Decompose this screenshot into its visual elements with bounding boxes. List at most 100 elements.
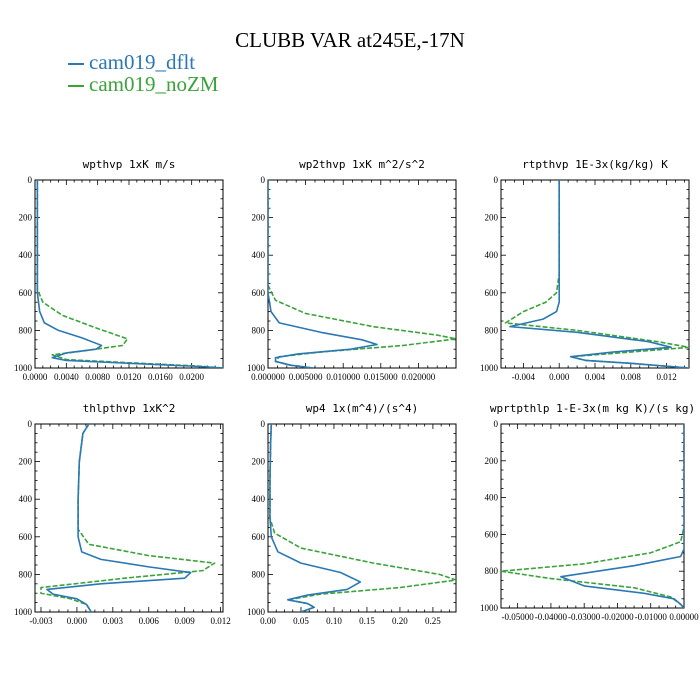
y-tick-label: 600 [19,288,33,298]
plot-frame [34,179,224,369]
panel-title: thlpthvp 1xK^2 [83,402,176,415]
x-tick-label: 0.10 [326,616,342,626]
y-tick-label: 0 [261,175,266,185]
y-tick-label: 600 [485,288,499,298]
panel-1: wpthvp 1xK m/s 0 200 400 600 800 10000.0000 0.0… [14,158,224,382]
series-line-nozm [40,424,216,612]
plot-frame [500,179,690,369]
panel-4: thlpthvp 1xK^2 0 200 400 600 800 1000-0.003 0.0… [14,402,231,626]
plot-frame [267,423,457,613]
x-tick-label: 0.006 [139,616,160,626]
x-tick-label: 0.005000 [289,372,323,382]
x-tick-label: 0.0040 [54,372,79,382]
y-tick-label: 800 [19,325,33,335]
panel-title: wpthvp 1xK m/s [83,158,176,171]
series-line-dflt [36,180,223,368]
y-tick-label: 1000 [247,363,266,373]
panel-title: rtpthvp 1E-3x(kg/kg) K [522,158,668,171]
y-tick-label: 1000 [480,603,499,613]
page-title: CLUBB VAR at245E,-17N [235,28,465,52]
y-tick-label: 1000 [247,607,266,617]
x-tick-label: 0.15 [359,616,375,626]
y-tick-label: 600 [252,532,266,542]
y-tick-label: 600 [19,532,33,542]
x-tick-label: 0.003 [103,616,124,626]
panel-6: wprtpthlp 1-E-3x(m kg K)/(s kg) 0 200 400 60… [480,402,699,622]
x-tick-label: 0.20 [392,616,408,626]
y-tick-label: 400 [19,250,33,260]
x-tick-label: 0.0080 [85,372,110,382]
y-tick-label: 0 [28,175,33,185]
series-line-nozm [269,424,456,612]
x-tick-label: 0.012 [210,616,230,626]
panel-2: wp2thvp 1xK m^2/s^2020040060080010000.00… [247,158,457,382]
y-tick-label: 0 [494,419,499,429]
y-tick-label: 800 [252,569,266,579]
panel-title: wprtpthlp 1-E-3x(m kg K)/(s kg) [490,402,695,415]
plot-frame [34,423,224,613]
y-tick-label: 400 [19,494,33,504]
y-tick-label: 400 [252,250,266,260]
x-tick-label: 0.0200 [179,372,204,382]
panel-3: rtpthvp 1E-3x(kg/kg) K 0 200 400 600 800 1000 -… [480,158,690,382]
x-tick-label: 0.0160 [148,372,173,382]
x-tick-label: 0.010000 [326,372,360,382]
y-tick-label: 800 [485,325,499,335]
series-line-dflt [509,180,689,368]
legend-label-nozm: cam019_noZM [89,72,219,96]
x-tick-label: 0.00 [260,616,276,626]
y-tick-label: 600 [485,529,499,539]
y-tick-label: 200 [485,213,499,223]
x-tick-label: -0.004 [512,372,536,382]
x-tick-label: 0.000 [549,372,570,382]
x-tick-label: 0.004 [585,372,606,382]
y-tick-label: 0 [494,175,499,185]
y-tick-label: 400 [252,494,266,504]
y-tick-label: 0 [28,419,33,429]
y-tick-label: 1000 [14,607,33,617]
x-tick-label: 0.05 [293,616,309,626]
y-tick-label: 800 [485,566,499,576]
panel-title: wp2thvp 1xK m^2/s^2 [299,158,425,171]
legend-swatch-dflt [68,63,84,66]
x-tick-label: 0.020000 [402,372,436,382]
x-tick-label: 0.000000 [251,372,285,382]
y-tick-label: 200 [485,456,499,466]
y-tick-label: 800 [19,569,33,579]
x-tick-label: -0.01000 [635,612,668,622]
x-tick-label: 0.012 [656,372,676,382]
x-tick-label: 0.000 [67,616,88,626]
series-line-dflt [46,424,192,612]
x-tick-label: 0.00000 [669,612,699,622]
y-tick-label: 400 [485,493,499,503]
x-tick-label: 0.0000 [23,372,48,382]
series-line-dflt [268,180,378,368]
legend-item-dflt: cam019_dflt [68,50,195,75]
series-line-dflt [269,424,362,612]
x-tick-label: 0.009 [175,616,196,626]
panel-title: wp4 1x(m^4)/(s^4) [306,402,419,415]
legend-swatch-nozm [68,85,84,88]
panel-5: wp4 1x(m^4)/(s^4) 0 200 400 600 800 10000.00 0.… [247,402,457,626]
x-tick-label: 0.008 [621,372,642,382]
y-tick-label: 200 [19,213,33,223]
x-tick-label: -0.02000 [601,612,634,622]
y-tick-label: 0 [261,419,266,429]
y-tick-label: 600 [252,288,266,298]
y-tick-label: 200 [19,457,33,467]
legend-label-dflt: cam019_dflt [89,50,196,74]
series-line-dflt [560,424,684,608]
series-line-nozm [501,424,684,608]
series-line-nozm [504,180,689,368]
x-tick-label: 0.0120 [117,372,142,382]
series-line-nozm [36,180,223,368]
x-tick-label: -0.003 [29,616,53,626]
plot-frame [500,423,685,609]
x-tick-label: -0.04000 [535,612,568,622]
legend-item-nozm: cam019_noZM [68,72,218,97]
x-tick-label: -0.03000 [568,612,601,622]
x-tick-label: 0.25 [425,616,441,626]
y-tick-label: 1000 [480,363,499,373]
y-tick-label: 200 [252,457,266,467]
